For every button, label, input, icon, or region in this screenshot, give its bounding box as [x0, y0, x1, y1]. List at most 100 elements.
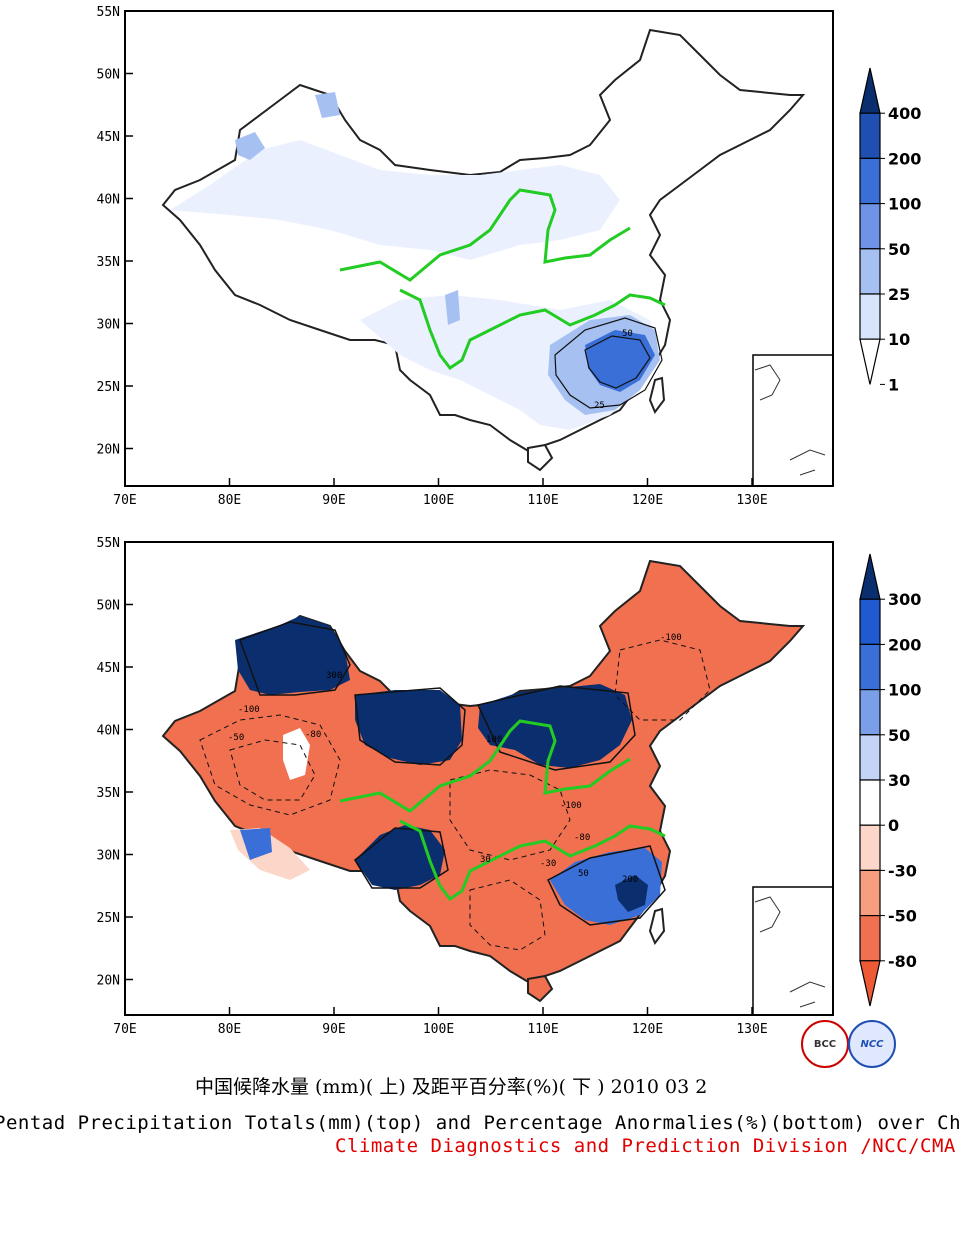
- x-tick-label: 70E: [113, 493, 136, 508]
- x-tick-label: 100E: [423, 1022, 454, 1037]
- colorbar-label: 10: [888, 330, 910, 349]
- colorbar-arrow-top: [859, 553, 881, 600]
- y-tick-label: 55N: [97, 5, 120, 20]
- anomaly-positive-north: [478, 684, 632, 768]
- anomaly-blue-west: [240, 828, 272, 860]
- south-china-sea-inset: [752, 354, 833, 486]
- colorbar-label: 100: [888, 195, 921, 214]
- colorbar-segment: [859, 824, 881, 872]
- colorbar-label: -30: [888, 861, 917, 880]
- colorbar-segment: [859, 203, 881, 250]
- taiwan: [648, 907, 666, 945]
- colorbar-segment: [859, 248, 881, 295]
- y-tick-label: 20N: [97, 443, 120, 458]
- colorbar-label: 400: [888, 104, 921, 123]
- inset-coast: [754, 896, 826, 1008]
- axis-ticks: 55N 50N 45N 40N 35N 30N 25N 20N 70E 80E 90E 100E 110…: [97, 5, 768, 508]
- axis-ticks: 55N 50N 45N 40N 35N 30N 25N 20N 70E 80E 90E 100E 110…: [97, 536, 768, 1037]
- bcc-logo: BCC: [801, 1020, 849, 1068]
- colorbar-label: 50: [888, 726, 910, 745]
- x-tick-label: 130E: [736, 493, 767, 508]
- china-outline: [161, 559, 806, 988]
- x-tick-label: 110E: [527, 493, 558, 508]
- anomaly-positive-nw: [235, 616, 350, 695]
- x-tick-label: 120E: [632, 493, 663, 508]
- yellow-river: [339, 188, 631, 282]
- colorbar-segment: [859, 734, 881, 781]
- y-tick-label: 20N: [97, 974, 120, 989]
- contour-label: 50: [578, 869, 589, 879]
- yangtze-river: [399, 819, 666, 902]
- caption-division: Climate Diagnostics and Prediction Divis…: [335, 1135, 956, 1157]
- contour-label: -100: [660, 633, 682, 643]
- colorbar-label: 100: [888, 681, 921, 700]
- yellow-river: [339, 719, 631, 813]
- contour-25: [584, 335, 651, 389]
- anomaly-positive-southeast-core: [615, 875, 648, 912]
- colorbar-label: 50: [888, 240, 910, 259]
- colorbar-arrow-bottom: [859, 338, 881, 385]
- x-tick-label: 110E: [527, 1022, 558, 1037]
- x-tick-label: 100E: [423, 493, 454, 508]
- colorbar-segment: [859, 688, 881, 736]
- map-frame: [124, 10, 834, 487]
- contour-label: 200: [622, 875, 638, 885]
- colorbar-segment: [859, 157, 881, 205]
- y-tick-label: 35N: [97, 255, 120, 270]
- y-tick-label: 35N: [97, 786, 120, 801]
- colorbar-segment: [859, 293, 881, 340]
- contour-label: -30: [540, 859, 556, 869]
- contour-label: 25: [594, 401, 605, 411]
- colorbar-label: -50: [888, 907, 917, 926]
- x-tick-label: 120E: [632, 1022, 663, 1037]
- hainan: [527, 974, 554, 1003]
- y-tick-label: 25N: [97, 380, 120, 395]
- x-tick-label: 80E: [218, 493, 241, 508]
- inset-coast: [754, 364, 826, 476]
- colorbar-arrow-bottom: [859, 960, 881, 1007]
- colorbar-segment: [859, 112, 881, 159]
- y-tick-label: 40N: [97, 724, 120, 739]
- ncc-logo: NCC: [848, 1020, 896, 1068]
- positive-contours: [239, 621, 666, 926]
- x-tick-label: 80E: [218, 1022, 241, 1037]
- taiwan: [648, 376, 666, 414]
- contour-label: -50: [228, 733, 244, 743]
- colorbar-label: 30: [888, 771, 910, 790]
- hainan: [527, 443, 554, 472]
- negative-contours: [199, 639, 711, 951]
- colorbar-segment: [859, 779, 881, 826]
- x-tick-label: 70E: [113, 1022, 136, 1037]
- x-tick-label: 130E: [736, 1022, 767, 1037]
- anomaly-positive-north-central: [355, 690, 462, 765]
- precip-10mm-area: [170, 140, 620, 260]
- colorbar-segment: [859, 643, 881, 691]
- colorbar-label: -80: [888, 952, 917, 971]
- yangtze-river: [399, 288, 666, 371]
- x-tick-label: 90E: [322, 1022, 345, 1037]
- y-tick-label: 50N: [97, 68, 120, 83]
- contour-label: -100: [238, 705, 260, 715]
- anomaly-white-west: [283, 728, 310, 780]
- y-tick-label: 30N: [97, 849, 120, 864]
- contour-label: 100: [486, 735, 502, 745]
- caption-chinese: 中国候降水量 (mm)( 上) 及距平百分率(%)( 下 ) 2010 03 2: [195, 1076, 708, 1098]
- contour-labels: -100 300 -50 -80 -30 30 50 200 100 -100 …: [228, 633, 682, 885]
- contour-label: -100: [560, 801, 582, 811]
- colorbar-segment: [859, 869, 881, 917]
- y-tick-label: 50N: [97, 599, 120, 614]
- colorbar: 400 200 100 50 25 10 1: [859, 67, 921, 394]
- colorbar-label: 25: [888, 285, 910, 304]
- y-tick-label: 30N: [97, 318, 120, 333]
- colorbar-label: 0: [888, 816, 899, 835]
- colorbar-segment: [859, 598, 881, 646]
- y-tick-label: 45N: [97, 661, 120, 676]
- contour-label: 30: [480, 855, 491, 865]
- colorbar-segment: [859, 914, 881, 962]
- colorbar-label: 300: [888, 590, 921, 609]
- map-frame: [124, 541, 834, 1016]
- contour-label: -80: [574, 833, 590, 843]
- contour-label: 50: [622, 329, 633, 339]
